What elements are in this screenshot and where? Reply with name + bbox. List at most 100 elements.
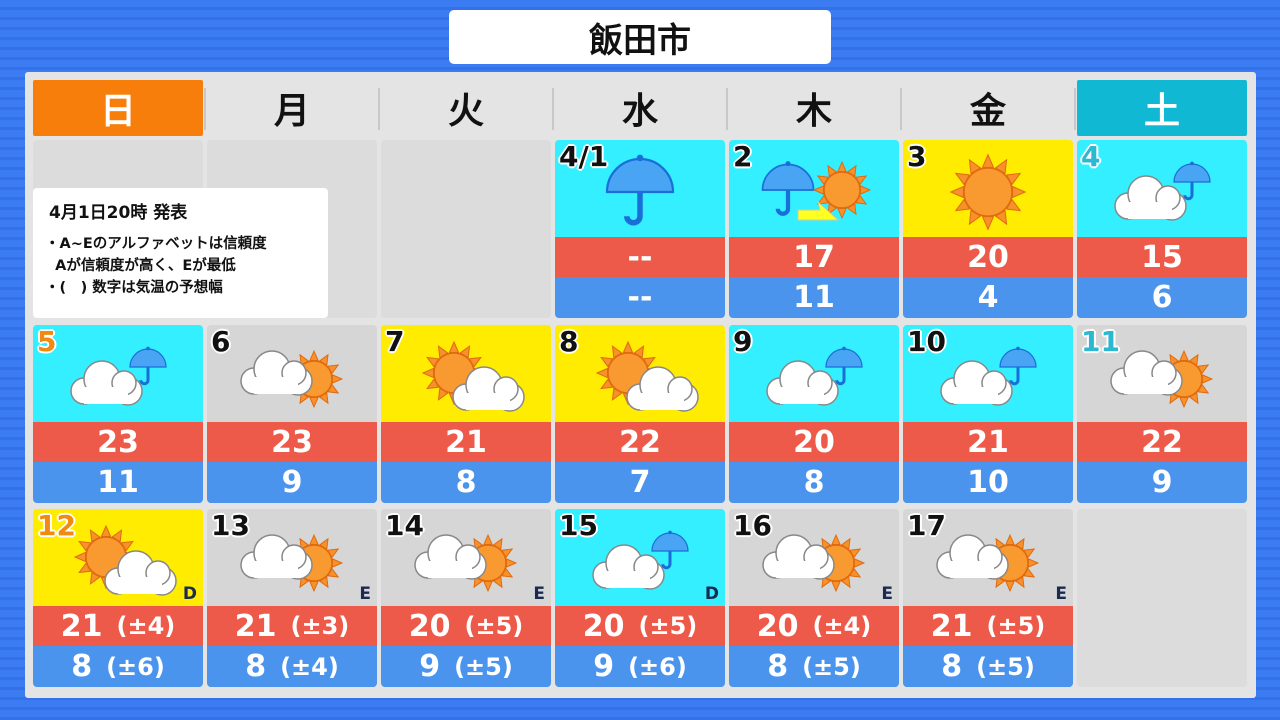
high-temp-range: (±4) (116, 612, 176, 640)
weather-area: 5 (33, 325, 203, 422)
day-cell: 11 22 9 (1077, 325, 1247, 503)
weather-cloud-sun-icon (754, 517, 874, 603)
high-temp-value: -- (627, 239, 653, 275)
day-number: 5 (37, 325, 57, 358)
high-temp: 17 (729, 237, 899, 277)
day-cell: 4/1 -- -- (555, 140, 725, 318)
high-temp-value: 21 (60, 608, 103, 644)
day-cell: 4 15 6 (1077, 140, 1247, 318)
umbrella-icon (761, 161, 815, 216)
city-title: 飯田市 (449, 10, 831, 64)
cloud-icon (762, 534, 835, 580)
high-temp-range: (±5) (986, 612, 1046, 640)
high-temp: 21 (±5) (903, 606, 1073, 646)
low-temp: 8 (±4) (207, 646, 377, 687)
low-temp-value: 9 (281, 465, 303, 500)
cloud-icon (592, 544, 665, 590)
high-temp-value: 20 (756, 608, 799, 644)
day-cell: 6 23 9 (207, 325, 377, 503)
cloud-icon (626, 366, 699, 412)
high-temp: 22 (555, 422, 725, 462)
cloud-icon (70, 360, 143, 406)
day-cell: 10 21 10 (903, 325, 1073, 503)
day-number: 12 (37, 509, 76, 542)
forecast-note: 4月1日20時 発表 ・A~Eのアルファベットは信頼度 Aが信頼度が高く、Eが最… (33, 188, 328, 318)
low-temp: 8 (729, 462, 899, 503)
weather-area: 17 E (903, 509, 1073, 606)
high-temp-range: (±3) (290, 612, 350, 640)
high-temp: 21 (±4) (33, 606, 203, 646)
day-number: 17 (907, 509, 946, 542)
header-divider (204, 88, 206, 130)
high-temp-value: 22 (619, 424, 661, 460)
low-temp: 7 (555, 462, 725, 503)
low-temp: 9 (±5) (381, 646, 551, 687)
day-number: 3 (907, 140, 927, 173)
note-line: Aが信頼度が高く、Eが最低 (45, 258, 236, 274)
low-temp: -- (555, 277, 725, 318)
day-number: 16 (733, 509, 772, 542)
high-temp-value: 23 (271, 424, 313, 460)
weather-cloud-rain-icon (58, 333, 178, 419)
cloud-icon (240, 534, 313, 580)
weather-area: 4 (1077, 140, 1247, 237)
weekday-header-wednesday: 水 (621, 91, 658, 132)
day-number: 13 (211, 509, 250, 542)
day-cell: 13 E 21 (±3) 8 (±4) (207, 509, 377, 687)
header-divider (1074, 88, 1076, 130)
day-number: 4/1 (559, 140, 609, 173)
low-temp: 8 (±5) (729, 646, 899, 687)
day-cell: 2 17 11 (729, 140, 899, 318)
day-number: 2 (733, 140, 753, 173)
high-temp-range: (±4) (812, 612, 872, 640)
day-cell: 15 D 20 (±5) 9 (±6) (555, 509, 725, 687)
day-cell: 17 E 21 (±5) 8 (±5) (903, 509, 1073, 687)
low-temp-range: (±5) (454, 652, 513, 681)
note-line: ・( ) 数字は気温の予想幅 (45, 280, 223, 296)
day-number: 11 (1081, 325, 1120, 358)
low-temp-value: 9 (419, 649, 441, 684)
weather-cloud-sun-icon (232, 517, 352, 603)
weather-cloud-rain-icon (580, 517, 700, 603)
empty-day-cell (1077, 509, 1247, 687)
high-temp: 20 (±5) (381, 606, 551, 646)
high-temp: 23 (33, 422, 203, 462)
high-temp: 21 (381, 422, 551, 462)
empty-day-cell (381, 140, 551, 318)
high-temp: 15 (1077, 237, 1247, 277)
weather-cloud-sun-icon (928, 517, 1048, 603)
weather-rain-then-sun-icon (754, 148, 874, 234)
low-temp: 11 (729, 277, 899, 318)
umbrella-icon (825, 346, 863, 386)
weather-sun-cloud-icon (406, 333, 526, 419)
umbrella-icon (1173, 161, 1211, 201)
low-temp-value: 8 (803, 465, 825, 500)
high-temp-value: 21 (967, 424, 1009, 460)
cloud-icon (1114, 175, 1187, 221)
high-temp-value: 20 (793, 424, 835, 460)
reliability-grade: E (359, 584, 371, 604)
day-cell: 14 E 20 (±5) 9 (±5) (381, 509, 551, 687)
header-divider (900, 88, 902, 130)
cloud-icon (1110, 350, 1183, 396)
reliability-grade: E (1055, 584, 1067, 604)
weather-cloud-rain-icon (1102, 148, 1222, 234)
high-temp-value: 17 (793, 239, 835, 275)
weekday-header-tuesday: 火 (447, 91, 484, 132)
umbrella-icon (999, 346, 1037, 386)
low-temp-range: (±6) (106, 652, 165, 681)
weather-area: 8 (555, 325, 725, 422)
weather-area: 9 (729, 325, 899, 422)
day-cell: 8 22 7 (555, 325, 725, 503)
low-temp: 4 (903, 277, 1073, 318)
day-number: 6 (211, 325, 231, 358)
low-temp-value: 8 (767, 649, 789, 684)
cloud-icon (936, 534, 1009, 580)
low-temp-value: 7 (629, 465, 651, 500)
low-temp-value: 11 (793, 280, 835, 315)
low-temp-value: 8 (71, 649, 93, 684)
high-temp: -- (555, 237, 725, 277)
low-temp: 6 (1077, 277, 1247, 318)
high-temp-value: 21 (234, 608, 277, 644)
cloud-icon (452, 366, 525, 412)
